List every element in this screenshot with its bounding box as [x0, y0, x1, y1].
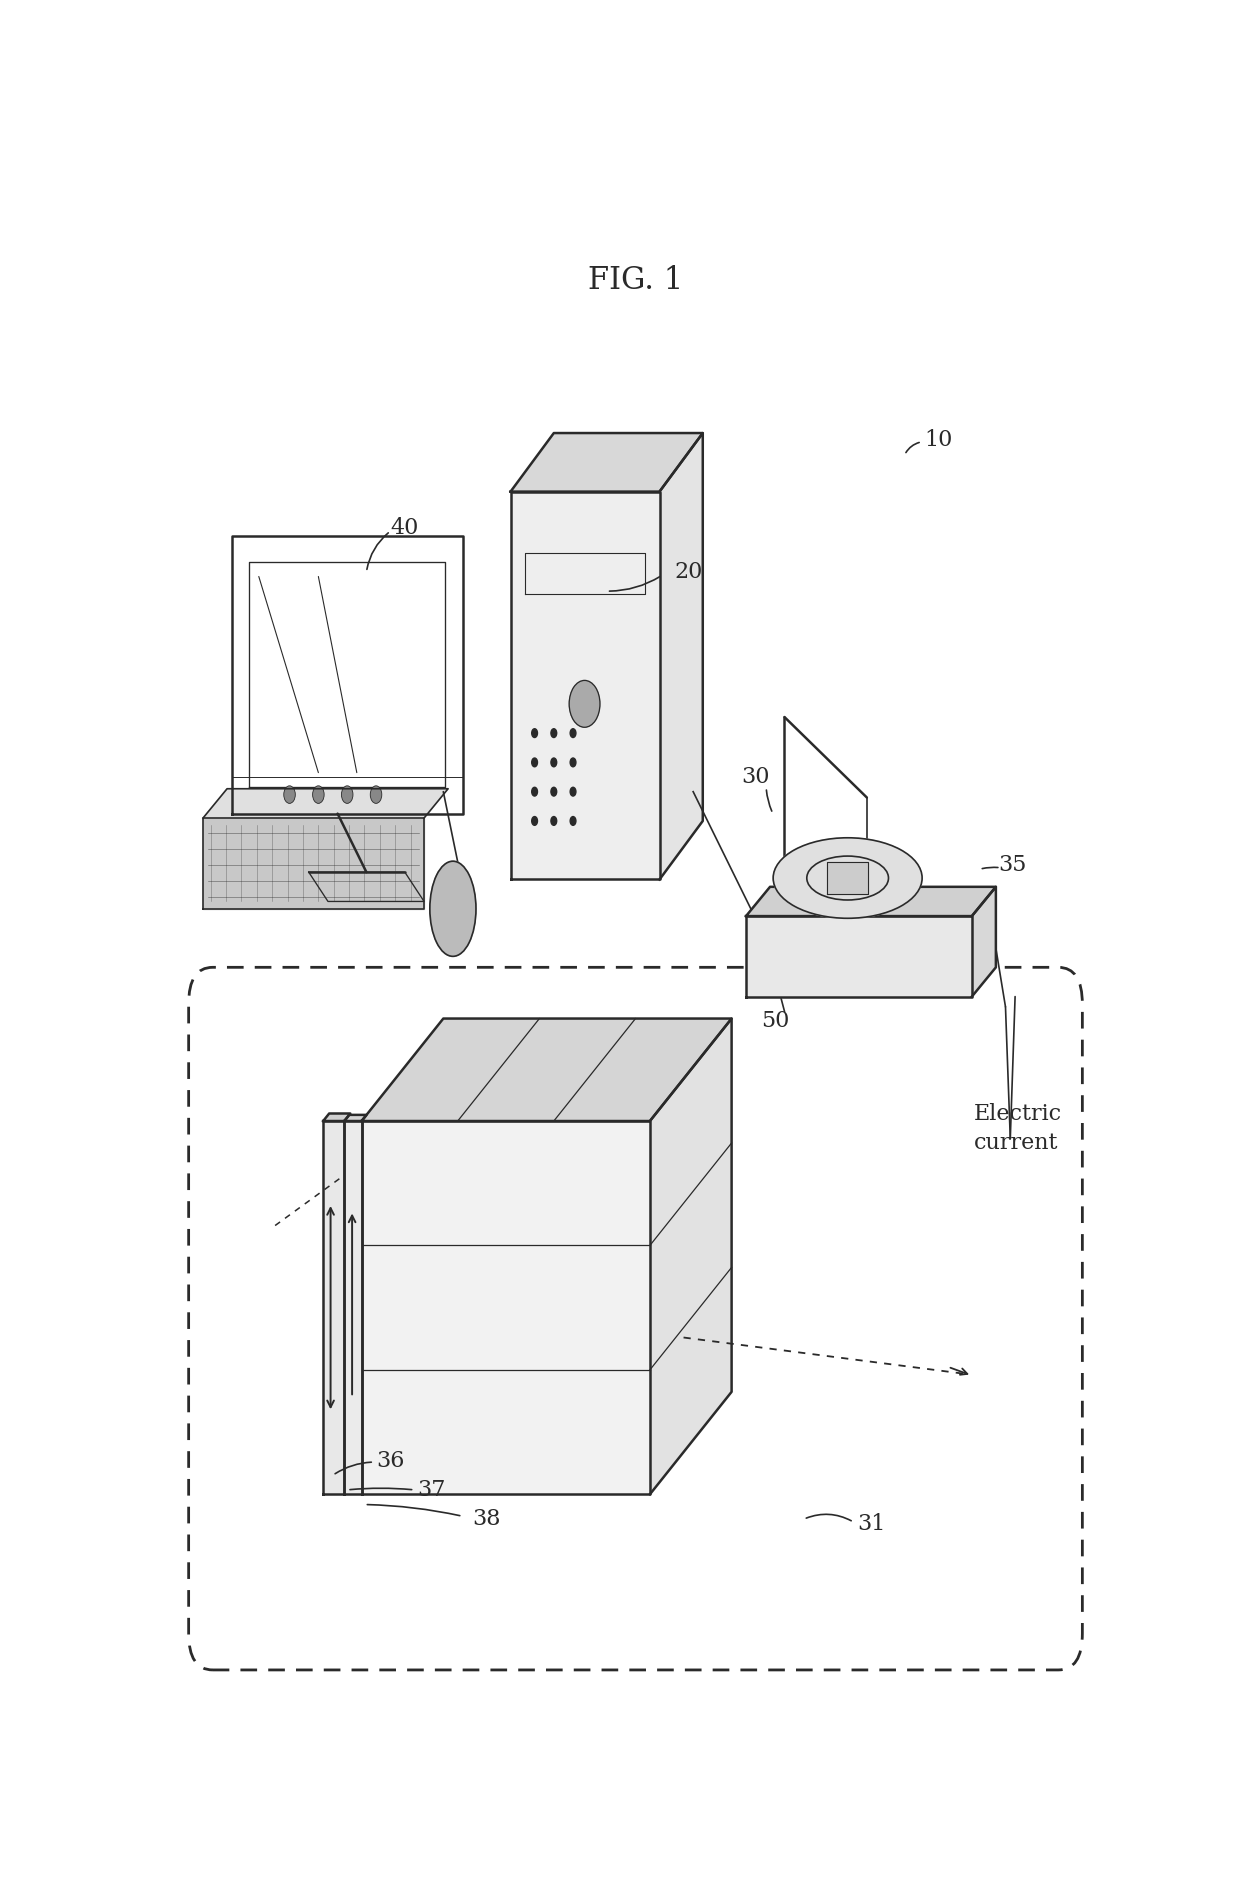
Circle shape — [570, 787, 575, 797]
Polygon shape — [746, 916, 972, 996]
Text: 38: 38 — [472, 1507, 501, 1530]
Text: 50: 50 — [760, 1011, 789, 1032]
Text: 31: 31 — [857, 1513, 885, 1534]
Text: 35: 35 — [998, 854, 1027, 876]
Polygon shape — [362, 1019, 732, 1122]
Polygon shape — [324, 1114, 351, 1122]
Circle shape — [551, 758, 557, 766]
Polygon shape — [203, 789, 448, 817]
Circle shape — [532, 787, 537, 797]
Circle shape — [532, 728, 537, 738]
Text: 10: 10 — [924, 430, 952, 451]
Circle shape — [569, 681, 600, 728]
Circle shape — [551, 817, 557, 825]
Text: FIG. 1: FIG. 1 — [588, 264, 683, 297]
Polygon shape — [650, 1019, 732, 1494]
Text: Electric
current: Electric current — [973, 1103, 1061, 1154]
Polygon shape — [511, 492, 660, 880]
Polygon shape — [972, 886, 996, 996]
Text: 30: 30 — [742, 766, 770, 789]
Circle shape — [532, 817, 537, 825]
Polygon shape — [345, 1114, 367, 1122]
Circle shape — [371, 785, 382, 804]
Circle shape — [570, 758, 575, 766]
Polygon shape — [827, 861, 868, 893]
Circle shape — [551, 728, 557, 738]
Ellipse shape — [430, 861, 476, 956]
Text: 20: 20 — [675, 561, 703, 584]
Circle shape — [284, 785, 295, 804]
Polygon shape — [511, 433, 703, 492]
Text: 36: 36 — [376, 1450, 404, 1471]
Text: 37: 37 — [418, 1479, 446, 1502]
Circle shape — [532, 758, 537, 766]
Polygon shape — [345, 1122, 362, 1494]
Text: 40: 40 — [391, 517, 419, 540]
Ellipse shape — [774, 838, 923, 918]
Circle shape — [312, 785, 324, 804]
Polygon shape — [203, 817, 424, 909]
Circle shape — [570, 728, 575, 738]
Circle shape — [551, 787, 557, 797]
Polygon shape — [362, 1122, 650, 1494]
Polygon shape — [746, 886, 996, 916]
Circle shape — [570, 817, 575, 825]
Circle shape — [341, 785, 353, 804]
Polygon shape — [324, 1122, 345, 1494]
Polygon shape — [660, 433, 703, 880]
